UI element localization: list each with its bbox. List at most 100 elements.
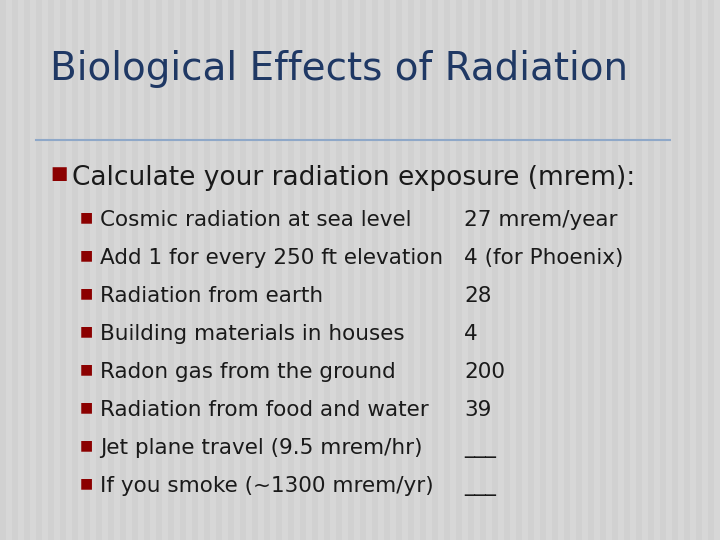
Bar: [378, 0, 384, 540]
Bar: [336, 0, 342, 540]
Bar: [120, 0, 126, 540]
Text: Cosmic radiation at sea level: Cosmic radiation at sea level: [100, 210, 412, 230]
Bar: [162, 0, 168, 540]
Text: If you smoke (~1300 mrem/yr): If you smoke (~1300 mrem/yr): [100, 476, 433, 496]
Bar: [180, 0, 186, 540]
Text: 39: 39: [464, 400, 492, 420]
Bar: [186, 0, 192, 540]
Bar: [684, 0, 690, 540]
Bar: [246, 0, 252, 540]
Text: ■: ■: [80, 476, 94, 490]
Bar: [714, 0, 720, 540]
Bar: [312, 0, 318, 540]
Bar: [198, 0, 204, 540]
Bar: [96, 0, 102, 540]
Text: ■: ■: [80, 438, 94, 452]
Bar: [240, 0, 246, 540]
Bar: [342, 0, 348, 540]
Bar: [174, 0, 180, 540]
Bar: [126, 0, 132, 540]
Text: ■: ■: [80, 324, 94, 338]
Bar: [276, 0, 282, 540]
Bar: [204, 0, 210, 540]
Bar: [516, 0, 522, 540]
Bar: [60, 0, 66, 540]
Text: Jet plane travel (9.5 mrem/hr): Jet plane travel (9.5 mrem/hr): [100, 438, 423, 458]
Text: ■: ■: [80, 210, 94, 224]
Bar: [618, 0, 624, 540]
Bar: [660, 0, 666, 540]
Bar: [384, 0, 390, 540]
Bar: [546, 0, 552, 540]
Bar: [558, 0, 564, 540]
Bar: [330, 0, 336, 540]
Bar: [54, 0, 60, 540]
Bar: [258, 0, 264, 540]
Bar: [372, 0, 378, 540]
Bar: [144, 0, 150, 540]
Text: ■: ■: [80, 362, 94, 376]
Bar: [672, 0, 678, 540]
Bar: [222, 0, 228, 540]
Bar: [708, 0, 714, 540]
Bar: [66, 0, 72, 540]
Text: ___: ___: [464, 438, 496, 458]
Bar: [138, 0, 144, 540]
Bar: [78, 0, 84, 540]
Bar: [216, 0, 222, 540]
Bar: [84, 0, 90, 540]
Text: 4: 4: [464, 324, 478, 344]
Bar: [132, 0, 138, 540]
Bar: [570, 0, 576, 540]
Bar: [582, 0, 588, 540]
Bar: [360, 0, 366, 540]
Bar: [348, 0, 354, 540]
Bar: [606, 0, 612, 540]
Text: Radon gas from the ground: Radon gas from the ground: [100, 362, 396, 382]
Bar: [654, 0, 660, 540]
Bar: [426, 0, 432, 540]
Bar: [408, 0, 414, 540]
Bar: [666, 0, 672, 540]
Bar: [354, 0, 360, 540]
Bar: [492, 0, 498, 540]
Text: ■: ■: [80, 248, 94, 262]
Text: 200: 200: [464, 362, 505, 382]
Bar: [588, 0, 594, 540]
Bar: [282, 0, 288, 540]
Bar: [102, 0, 108, 540]
Bar: [678, 0, 684, 540]
Bar: [552, 0, 558, 540]
Text: ■: ■: [50, 165, 68, 183]
Bar: [498, 0, 504, 540]
Bar: [300, 0, 306, 540]
Bar: [228, 0, 234, 540]
Bar: [72, 0, 78, 540]
Bar: [252, 0, 258, 540]
Bar: [420, 0, 426, 540]
Bar: [474, 0, 480, 540]
Bar: [444, 0, 450, 540]
Bar: [48, 0, 54, 540]
Text: 27 mrem/year: 27 mrem/year: [464, 210, 618, 230]
Bar: [564, 0, 570, 540]
Bar: [36, 0, 42, 540]
Bar: [450, 0, 456, 540]
Bar: [480, 0, 486, 540]
Text: Radiation from food and water: Radiation from food and water: [100, 400, 428, 420]
Bar: [150, 0, 156, 540]
Bar: [0, 0, 6, 540]
Bar: [594, 0, 600, 540]
Bar: [456, 0, 462, 540]
Text: Radiation from earth: Radiation from earth: [100, 286, 323, 306]
Bar: [168, 0, 174, 540]
Bar: [156, 0, 162, 540]
Text: 28: 28: [464, 286, 492, 306]
Bar: [192, 0, 198, 540]
Bar: [390, 0, 396, 540]
Text: ___: ___: [464, 476, 496, 496]
Bar: [12, 0, 18, 540]
Bar: [486, 0, 492, 540]
Text: Calculate your radiation exposure (mrem):: Calculate your radiation exposure (mrem)…: [72, 165, 635, 191]
Bar: [24, 0, 30, 540]
